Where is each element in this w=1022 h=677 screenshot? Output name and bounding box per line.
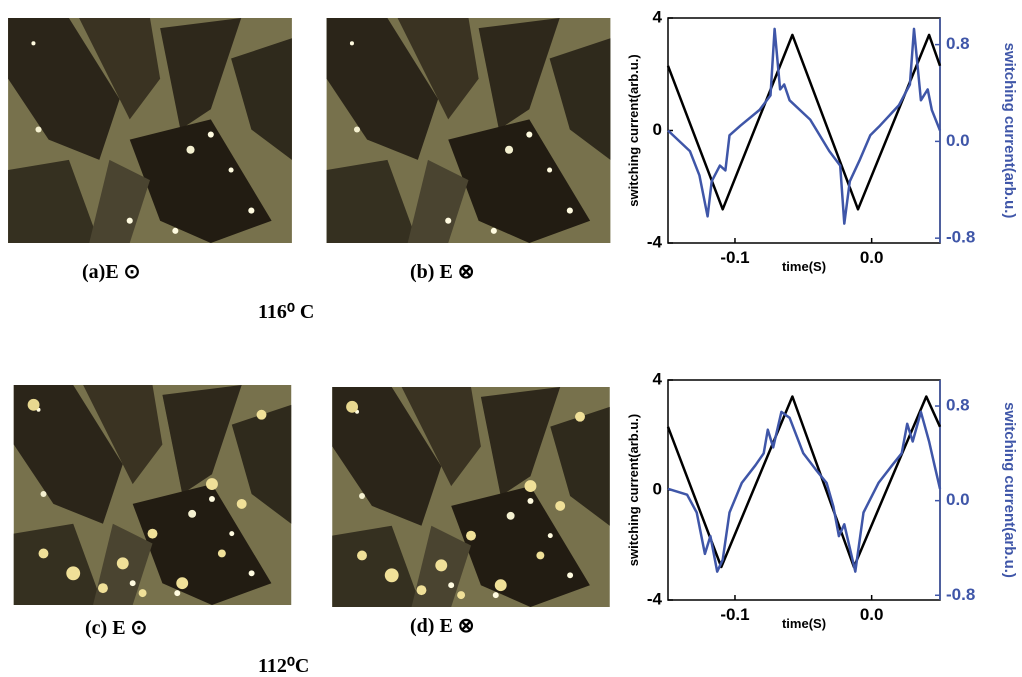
panel-caption: (d) E ⊗ bbox=[410, 615, 475, 637]
micrograph bbox=[326, 18, 611, 243]
micrograph bbox=[8, 18, 292, 243]
y-tick-label: -4 bbox=[647, 232, 663, 251]
series-line bbox=[667, 27, 942, 225]
x-tick-label: -0.1 bbox=[720, 605, 749, 624]
y-tick-label: 0 bbox=[653, 120, 662, 139]
y2-tick-label: -0.8 bbox=[946, 228, 975, 247]
y2-axis-label: switching current(arb.u.) bbox=[1001, 43, 1018, 219]
x-tick-label: 0.0 bbox=[860, 605, 884, 624]
y-axis-label: switching current(arb.u.) bbox=[626, 54, 641, 206]
y2-axis-label: switching current(arb.u.) bbox=[1001, 402, 1018, 578]
y-axis-label: switching current(arb.u.) bbox=[626, 414, 641, 566]
y2-tick-label: 0.8 bbox=[946, 34, 970, 53]
micrograph bbox=[332, 387, 610, 607]
series-line bbox=[666, 33, 942, 211]
x-axis-label: time(S) bbox=[782, 259, 826, 274]
y2-tick-label: 0.8 bbox=[946, 396, 970, 415]
temperature: 112⁰C bbox=[258, 655, 309, 677]
y-tick-label: -4 bbox=[647, 589, 663, 608]
y-tick-label: 4 bbox=[653, 369, 663, 388]
x-tick-label: -0.1 bbox=[720, 248, 749, 267]
y2-tick-label: 0.0 bbox=[946, 490, 970, 509]
plot-frame bbox=[667, 379, 941, 601]
y-tick-label: 0 bbox=[653, 479, 662, 498]
micrograph bbox=[13, 385, 292, 605]
panel-caption: (c) E ⊙ bbox=[85, 617, 147, 639]
x-axis-label: time(S) bbox=[782, 616, 826, 631]
series-line bbox=[667, 410, 942, 573]
temperature: 116⁰ C bbox=[258, 301, 314, 323]
x-tick-label: 0.0 bbox=[860, 248, 884, 267]
y2-tick-label: 0.0 bbox=[946, 131, 970, 150]
panel-caption: (b) E ⊗ bbox=[410, 261, 475, 283]
y2-tick-label: -0.8 bbox=[946, 585, 975, 604]
panel-caption: (a)E ⊙ bbox=[82, 261, 140, 283]
y-tick-label: 4 bbox=[653, 7, 663, 26]
